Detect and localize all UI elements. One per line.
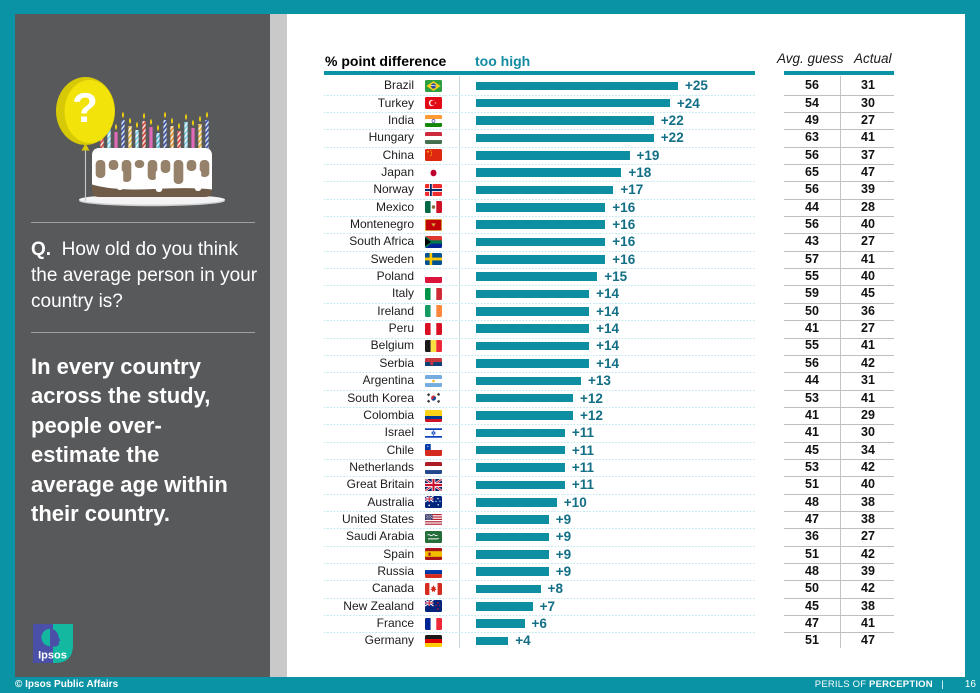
svg-text:?: ? [72,84,98,131]
svg-text:Ipsos: Ipsos [38,650,67,662]
